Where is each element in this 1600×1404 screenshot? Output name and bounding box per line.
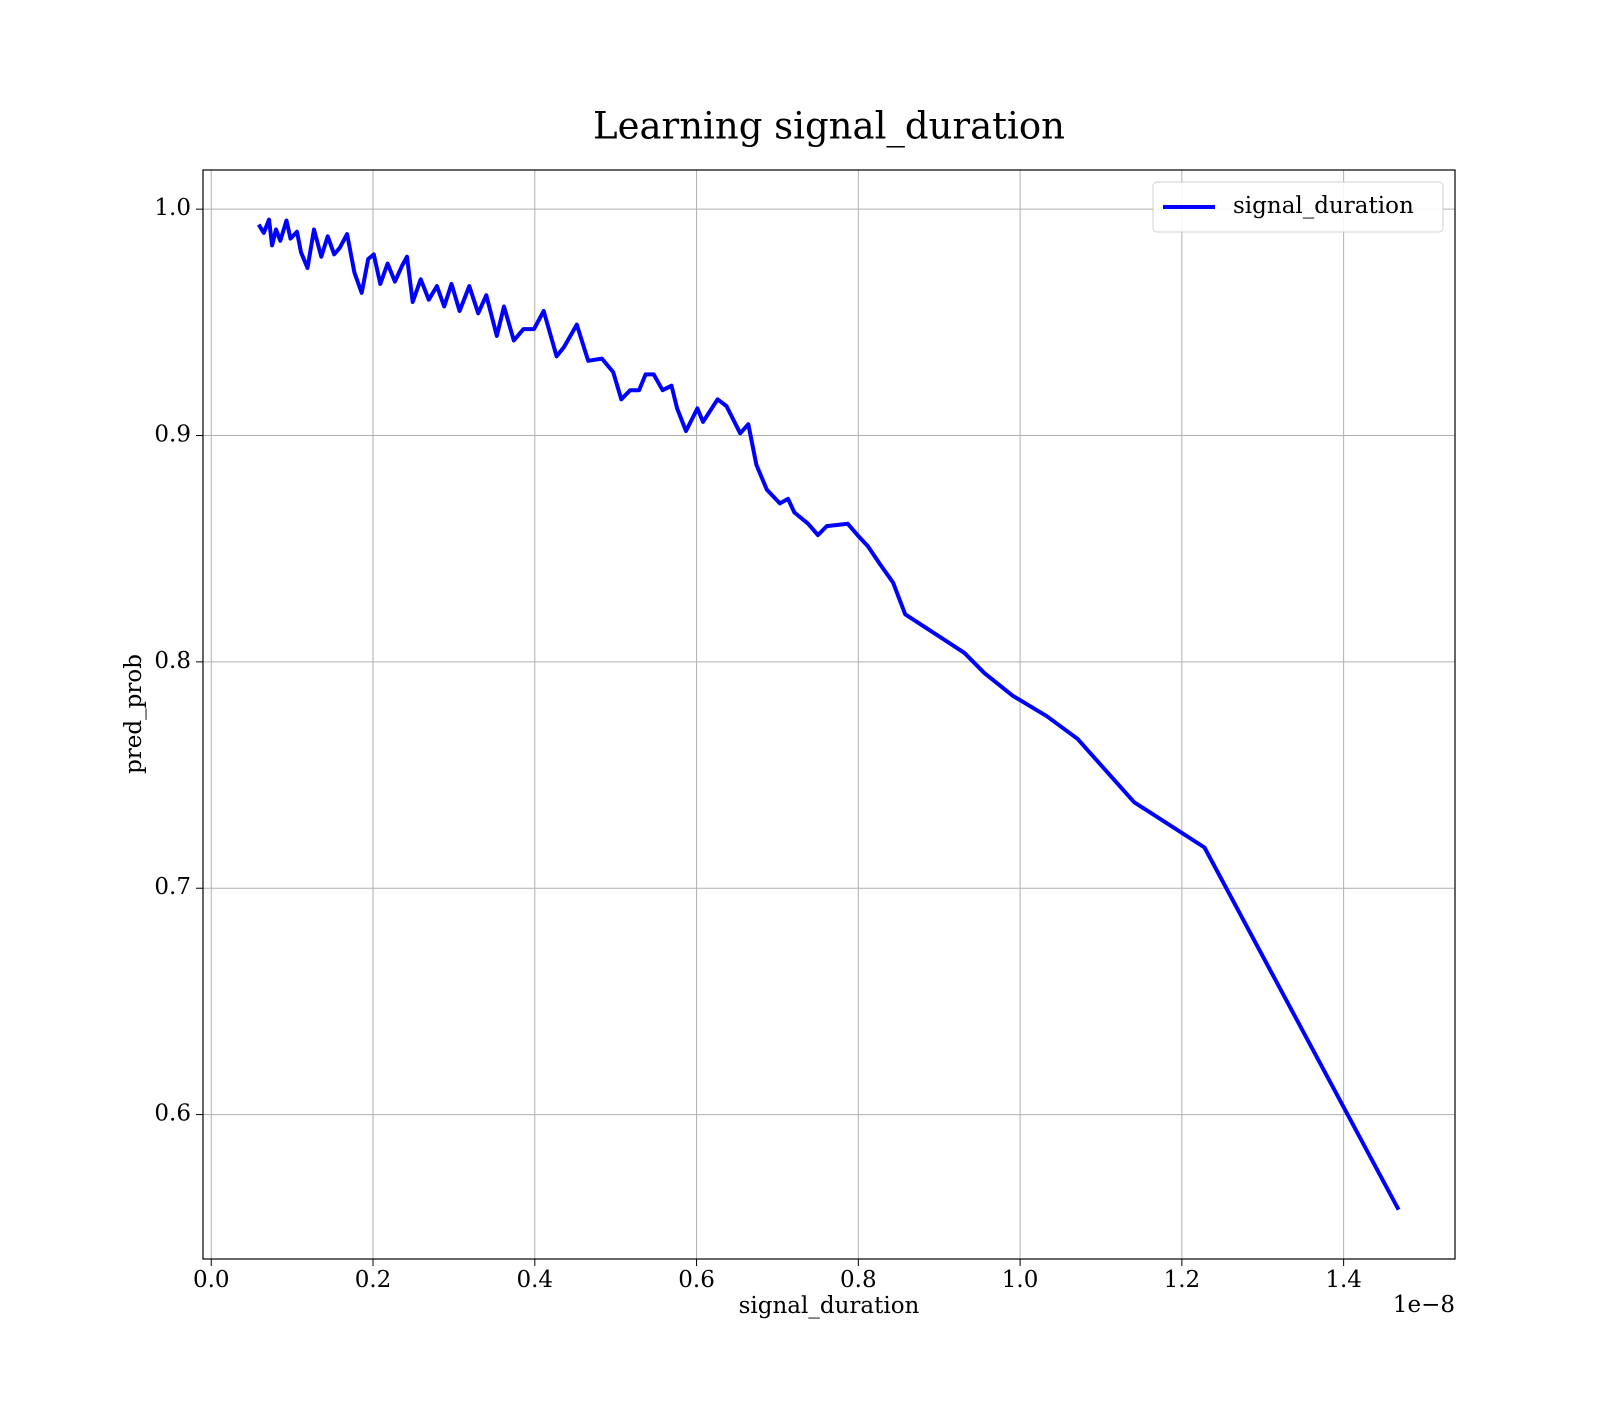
x-tick-label: 1.4 xyxy=(1325,1267,1362,1293)
y-tick-label: 0.9 xyxy=(154,422,191,448)
legend-box xyxy=(1152,181,1444,233)
y-tick-label: 1.0 xyxy=(154,195,191,221)
legend-label: signal_duration xyxy=(1233,193,1414,219)
x-tick-label: 0.8 xyxy=(840,1267,877,1293)
x-tick-label: 1.0 xyxy=(1002,1267,1039,1293)
y-tick-label: 0.7 xyxy=(154,874,191,900)
data-line xyxy=(256,217,1401,1211)
x-tick-label: 0.6 xyxy=(678,1267,715,1293)
x-tick-label: 0.4 xyxy=(516,1267,553,1293)
y-axis-label: pred_prob xyxy=(121,654,147,774)
chart-title: Learning signal_duration xyxy=(593,105,1065,149)
x-offset-label: 1e−8 xyxy=(1393,1292,1455,1318)
plot-frame xyxy=(202,169,1456,1260)
y-tick-label: 0.8 xyxy=(154,648,191,674)
x-axis-label: signal_duration xyxy=(739,1293,920,1319)
y-tick-label: 0.6 xyxy=(154,1101,191,1127)
x-tick-label: 1.2 xyxy=(1164,1267,1201,1293)
x-tick-label: 0.0 xyxy=(193,1267,230,1293)
x-tick-label: 0.2 xyxy=(355,1267,392,1293)
